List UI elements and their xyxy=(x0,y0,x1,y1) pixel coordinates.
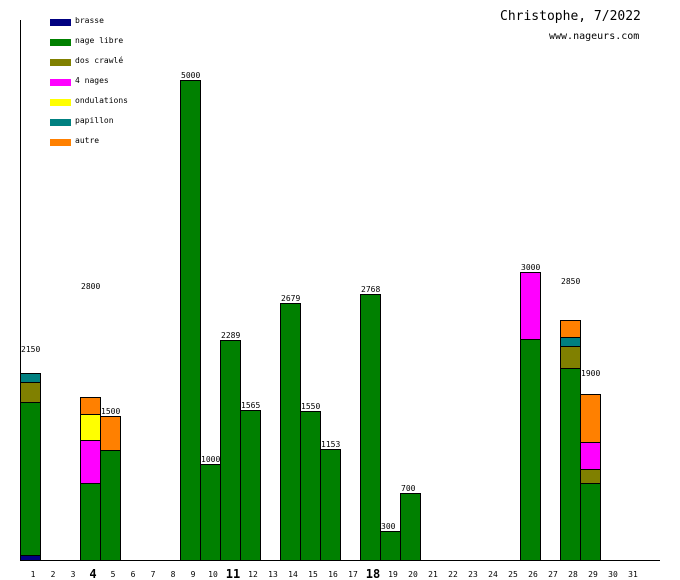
bar-segment-day-19-nage-libre xyxy=(380,531,401,561)
legend-label-brasse: brasse xyxy=(75,16,104,25)
bar-segment-day-10-nage-libre xyxy=(200,464,221,561)
x-tick-label-day-28: 28 xyxy=(568,570,578,579)
total-label-day-5: 1500 xyxy=(101,407,120,416)
x-tick-label-day-25: 25 xyxy=(508,570,518,579)
legend-swatch-4-nages xyxy=(50,79,71,86)
total-label-day-16: 1153 xyxy=(321,440,340,449)
x-tick-label-day-6: 6 xyxy=(131,570,136,579)
x-tick-label-day-1: 1 xyxy=(31,570,36,579)
x-tick-label-day-16: 16 xyxy=(328,570,338,579)
total-label-day-11: 2289 xyxy=(221,331,240,340)
total-label-day-14: 2679 xyxy=(281,294,300,303)
bar-segment-day-5-autre xyxy=(100,416,121,451)
total-labels-layer: 2150 2800 1500 5000 1000 2289 1565 2679 1550 1153… xyxy=(21,71,600,531)
bar-segment-day-9-nage-libre xyxy=(180,80,201,561)
bar-segment-day-1-nage-libre xyxy=(20,402,41,556)
legend-label-autre: autre xyxy=(75,136,100,145)
x-tick-label-day-11: 11 xyxy=(226,567,240,580)
legend-swatch-brasse xyxy=(50,19,71,26)
x-tick-label-day-21: 21 xyxy=(428,570,438,579)
x-tick-label-day-8: 8 xyxy=(171,570,176,579)
total-label-day-15: 1550 xyxy=(301,402,320,411)
x-tick-label-day-4: 4 xyxy=(89,567,96,580)
total-label-day-20: 700 xyxy=(401,484,416,493)
bar-segment-day-26-nage-libre xyxy=(520,339,541,561)
x-tick-label-day-3: 3 xyxy=(71,570,76,579)
x-tick-label-day-20: 20 xyxy=(408,570,418,579)
bar-segment-day-11-nage-libre xyxy=(220,340,241,561)
bar-segment-day-16-nage-libre xyxy=(320,449,341,561)
legend-label-ondulations: ondulations xyxy=(75,96,128,105)
bar-segment-day-18-nage-libre xyxy=(360,294,381,561)
bar-segment-day-14-nage-libre xyxy=(280,303,301,561)
bar-segment-day-29-dos-crawlé xyxy=(580,469,601,484)
x-tick-label-day-2: 2 xyxy=(51,570,56,579)
bar-segment-day-1-brasse xyxy=(20,555,41,561)
x-tick-label-day-23: 23 xyxy=(468,570,478,579)
total-label-day-19: 300 xyxy=(381,522,396,531)
x-tick-label-day-9: 9 xyxy=(191,570,196,579)
bar-segment-day-29-autre xyxy=(580,394,601,443)
bar-segment-day-4-ondulations xyxy=(80,414,101,441)
chart-subtitle: www.nageurs.com xyxy=(549,31,640,42)
legend-swatch-nage-libre xyxy=(50,39,71,46)
total-label-day-26: 3000 xyxy=(521,263,540,272)
bar-segment-day-4-autre xyxy=(80,397,101,415)
total-label-day-29: 1900 xyxy=(581,369,600,378)
bar-segment-day-28-nage-libre xyxy=(560,368,581,561)
total-label-day-4: 2800 xyxy=(81,282,100,291)
bar-segment-day-28-dos-crawlé xyxy=(560,346,581,369)
legend-label-papillon: papillon xyxy=(75,116,114,125)
x-tick-label-day-31: 31 xyxy=(628,570,638,579)
legend-swatch-papillon xyxy=(50,119,71,126)
legend-swatch-dos-crawle xyxy=(50,59,71,66)
x-tick-label-day-15: 15 xyxy=(308,570,318,579)
x-tick-label-day-26: 26 xyxy=(528,570,538,579)
x-tick-label-day-5: 5 xyxy=(111,570,116,579)
x-tick-label-day-27: 27 xyxy=(548,570,558,579)
bar-segment-day-28-papillon xyxy=(560,337,581,347)
x-tick-label-day-17: 17 xyxy=(348,570,358,579)
legend-label-nage-libre: nage libre xyxy=(75,36,124,45)
bar-segment-day-4-4-nages xyxy=(80,440,101,484)
legend-swatch-autre xyxy=(50,139,71,146)
legend-swatch-ondulations xyxy=(50,99,71,106)
x-tick-label-day-12: 12 xyxy=(248,570,258,579)
total-label-day-1: 2150 xyxy=(21,345,40,354)
x-tick-label-day-10: 10 xyxy=(208,570,218,579)
bar-segment-day-1-dos-crawlé xyxy=(20,382,41,403)
bar-segment-day-4-nage-libre xyxy=(80,483,101,561)
legend-label-4-nages: 4 nages xyxy=(75,76,109,85)
total-label-day-10: 1000 xyxy=(201,455,220,464)
x-tick-label-day-7: 7 xyxy=(151,570,156,579)
total-label-day-18: 2768 xyxy=(361,285,380,294)
bar-segment-day-29-4-nages xyxy=(580,442,601,470)
bars-layer xyxy=(20,80,601,561)
x-tick-label-day-30: 30 xyxy=(608,570,618,579)
bar-segment-day-15-nage-libre xyxy=(300,411,321,561)
x-tick-label-day-13: 13 xyxy=(268,570,278,579)
bar-segment-day-1-papillon xyxy=(20,373,41,383)
x-tick-label-day-22: 22 xyxy=(448,570,458,579)
bar-segment-day-28-autre xyxy=(560,320,581,338)
x-tick-label-day-19: 19 xyxy=(388,570,398,579)
x-tick-labels-layer: 1 2 3 4 5 6 7 8 9 10 11 12 13 14 15 16 17 18 19 20 21 22 23 24 2… xyxy=(31,567,638,580)
bar-segment-day-29-nage-libre xyxy=(580,483,601,561)
total-label-day-28: 2850 xyxy=(561,277,580,286)
chart-title: Christophe, 7/2022 xyxy=(500,9,641,24)
x-tick-label-day-14: 14 xyxy=(288,570,298,579)
bar-segment-day-12-nage-libre xyxy=(240,410,261,561)
total-label-day-9: 5000 xyxy=(181,71,200,80)
x-tick-label-day-24: 24 xyxy=(488,570,498,579)
legend-label-dos-crawle: dos crawlé xyxy=(75,56,124,65)
bar-segment-day-20-nage-libre xyxy=(400,493,421,561)
x-tick-label-day-29: 29 xyxy=(588,570,598,579)
bar-segment-day-5-nage-libre xyxy=(100,450,121,561)
total-label-day-12: 1565 xyxy=(241,401,260,410)
bar-segment-day-26-4-nages xyxy=(520,272,541,340)
x-tick-label-day-18: 18 xyxy=(366,567,380,580)
